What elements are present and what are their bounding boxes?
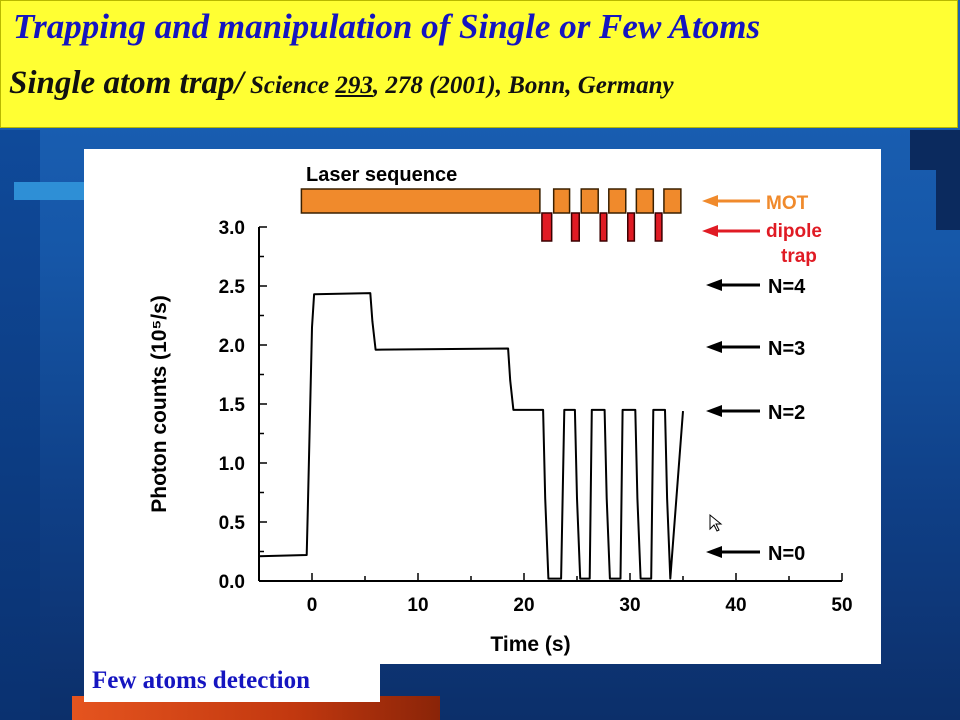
mot-pulse [608,188,627,214]
level-label: N=3 [768,338,805,360]
y-axis-label: Photon counts (10⁵/s) [148,295,171,513]
x-tick-label: 30 [619,595,640,616]
slide-header: Trapping and manipulation of Single or F… [0,0,958,128]
dipole-pulse [570,212,580,242]
background-stripe-left [0,130,40,720]
y-tick-label: 2.5 [219,277,246,298]
y-tick-label: 0.0 [219,572,245,593]
background-bars-right [880,130,960,230]
level-arrow-head [706,405,722,417]
level-label: N=4 [768,276,806,298]
accent-bar [14,182,84,200]
mouse-cursor-icon [709,513,723,532]
mot-pulse [580,188,599,214]
x-tick-label: 0 [307,595,318,616]
photon-count-trace [258,292,684,580]
dipole-arrow-head [702,225,718,237]
level-arrow-head [706,341,722,353]
subtitle-ref-volume: 293 [335,72,373,99]
level-arrow-head [706,279,722,291]
slide-subtitle: Single atom trap/ Science 293, 278 (2001… [9,65,674,102]
figure-caption: Few atoms detection [84,660,380,702]
figure-panel: 0 10 20 30 40 50 0.0 0.5 1.0 1.5 2.0 2.5 3.0 Time (s)… [84,149,881,664]
x-tick-label: 50 [831,595,852,616]
subtitle-ref-details: , 278 (2001), Bonn, Germany [372,72,674,99]
x-tick-label: 10 [407,595,428,616]
y-tick-label: 1.5 [219,395,246,416]
dipole-label: dipole [766,221,822,242]
dipole-pulse [654,212,663,242]
mot-label: MOT [766,193,809,214]
slide-title: Trapping and manipulation of Single or F… [13,7,761,46]
mot-arrow-head [702,195,718,207]
y-tick-label: 2.0 [219,336,245,357]
level-label: N=2 [768,402,805,424]
dipole-pulse [541,212,553,242]
level-label: N=0 [768,543,805,565]
dipole-pulse [627,212,636,242]
y-tick-label: 0.5 [219,513,246,534]
mot-pulse [663,188,682,214]
y-tick-label: 1.0 [219,454,245,475]
photon-count-chart: 0 10 20 30 40 50 0.0 0.5 1.0 1.5 2.0 2.5 3.0 Time (s)… [148,164,853,656]
mot-pulse [552,188,571,214]
subtitle-ref-journal: Science [243,72,336,99]
subtitle-main: Single atom trap/ [9,65,244,101]
mot-pulse [635,188,655,214]
y-tick-label: 3.0 [219,218,245,239]
dipole-pulse [599,212,608,242]
laser-sequence-label: Laser sequence [306,164,457,186]
x-tick-label: 40 [725,595,746,616]
level-arrow-head [706,546,722,558]
x-axis-label: Time (s) [490,633,570,656]
subtitle-reference: Science 293, 278 (2001), Bonn, Germany [244,72,674,99]
mot-pulse [300,188,541,214]
trap-label: trap [781,246,817,267]
x-tick-label: 20 [513,595,534,616]
